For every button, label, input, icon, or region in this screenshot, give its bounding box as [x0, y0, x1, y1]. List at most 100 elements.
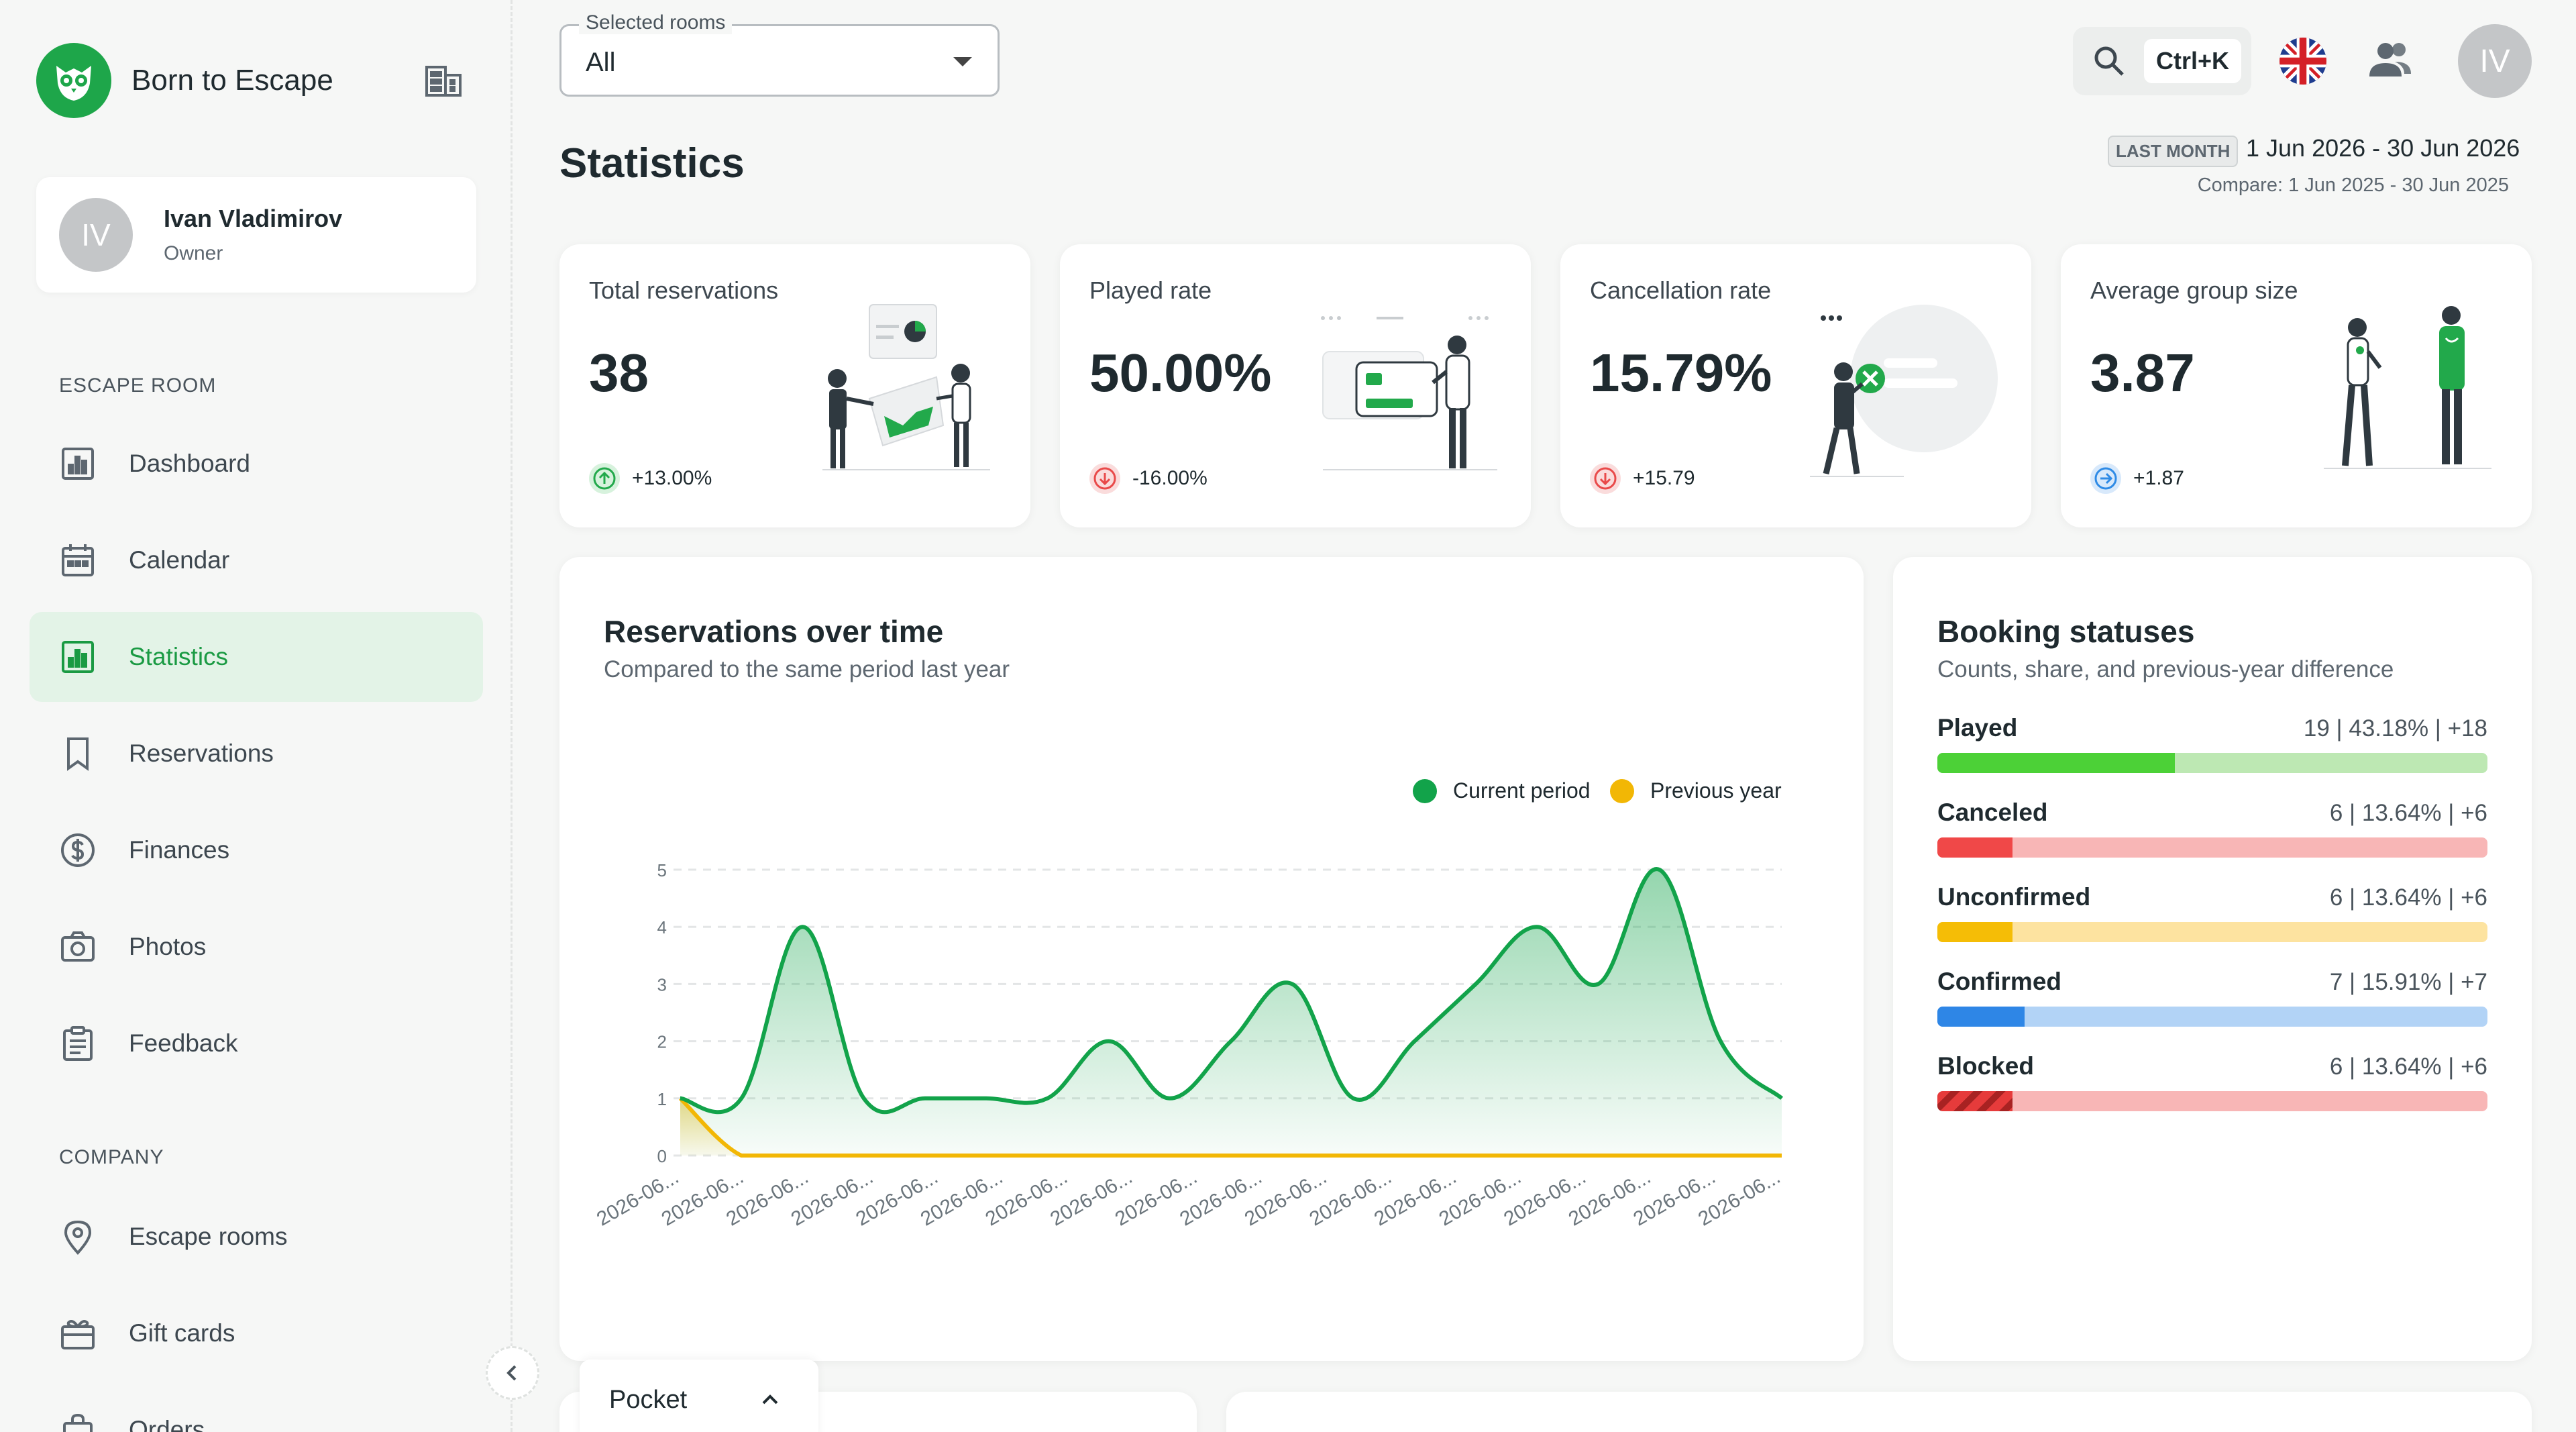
- series-line-1[interactable]: [678, 1096, 1782, 1158]
- chart-subtitle: Compared to the same period last year: [604, 656, 1010, 682]
- kpi-value: 50.00%: [1089, 343, 1272, 403]
- pocket-toggle[interactable]: Pocket: [580, 1360, 818, 1432]
- arrow-right-icon: [2090, 463, 2121, 494]
- cancel-illustration-icon: [1810, 305, 1998, 477]
- dollar-icon: [61, 833, 95, 867]
- kpi-title: Played rate: [1089, 276, 1212, 304]
- status-row-canceled: Canceled 6 | 13.64% | +6: [1937, 799, 2487, 858]
- sidebar-item-label: Gift cards: [129, 1319, 235, 1347]
- sidebar-item-reservations[interactable]: Reservations: [30, 709, 483, 799]
- section-label-company: COMPANY: [59, 1146, 164, 1168]
- calendar-icon: [62, 544, 94, 576]
- sidebar-item-finances[interactable]: Finances: [30, 805, 483, 895]
- legend-item-current[interactable]: Current period: [1413, 778, 1591, 803]
- presentation-illustration-icon: [822, 304, 990, 470]
- kpi-delta-value: +15.79: [1633, 467, 1695, 489]
- room-select[interactable]: Selected rooms All: [559, 11, 1000, 97]
- status-stats: 6 | 13.64% | +6: [2329, 800, 2487, 826]
- sidebar-item-dashboard[interactable]: Dashboard: [30, 419, 483, 509]
- status-stats: 6 | 13.64% | +6: [2329, 884, 2487, 911]
- card-payment-illustration-icon: [1321, 316, 1497, 470]
- pocket-label: Pocket: [609, 1385, 688, 1414]
- search-icon: [2094, 46, 2124, 76]
- kpi-played-rate: Played rate 50.00% -16.00%: [1060, 244, 1531, 527]
- sidebar-item-label: Finances: [129, 836, 230, 864]
- kpi-value: 38: [589, 343, 649, 403]
- sidebar-item-feedback[interactable]: Feedback: [30, 999, 483, 1088]
- legend-swatch: [1413, 778, 1437, 803]
- kpi-delta-value: -16.00%: [1132, 467, 1208, 489]
- uk-flag-icon[interactable]: [2279, 38, 2326, 85]
- series-line-0[interactable]: [680, 867, 1784, 1115]
- room-select-label: Selected rooms: [579, 11, 733, 34]
- dashboard-icon: [62, 448, 94, 480]
- kpi-delta: -16.00%: [1089, 463, 1208, 494]
- sidebar-item-statistics[interactable]: Statistics: [30, 612, 483, 702]
- sidebar-item-label: Orders: [129, 1416, 205, 1432]
- period-badge[interactable]: LAST MONTH: [2108, 136, 2239, 167]
- sidebar-item-label: Reservations: [129, 739, 274, 767]
- sidebar: Born to Escape IV Ivan Vladimirov Owner …: [0, 0, 513, 1432]
- status-bar: [1937, 922, 2487, 942]
- legend-label: Previous year: [1650, 778, 1782, 803]
- sidebar-item-label: Dashboard: [129, 450, 251, 477]
- status-bar-fill: [1937, 1091, 2012, 1111]
- status-stats: 7 | 15.91% | +7: [2329, 969, 2487, 995]
- users-icon[interactable]: [2368, 40, 2412, 81]
- status-bar-fill: [1937, 837, 2012, 858]
- user-role: Owner: [164, 242, 223, 264]
- status-bar-fill: [1937, 753, 2176, 773]
- chevron-up-icon: [762, 1394, 778, 1404]
- kpi-delta-value: +13.00%: [632, 467, 712, 489]
- arrow-up-icon: [589, 463, 620, 494]
- reservations-area-chart: 0123452026-06...2026-06...2026-06...2026…: [593, 860, 1784, 1231]
- period-range[interactable]: 1 Jun 2026 - 30 Jun 2026: [2246, 134, 2520, 162]
- y-tick-label: 3: [657, 974, 667, 994]
- kpi-cancellation-rate: Cancellation rate 15.79% +15.79: [1560, 244, 2031, 527]
- page-title: Statistics: [559, 140, 745, 187]
- y-tick-label: 2: [657, 1032, 667, 1052]
- y-tick-label: 0: [657, 1146, 667, 1166]
- location-icon: [64, 1220, 92, 1255]
- kpi-title: Cancellation rate: [1590, 276, 1772, 304]
- sidebar-item-label: Escape rooms: [129, 1223, 288, 1250]
- status-name: Played: [1937, 714, 2018, 741]
- owl-logo-icon: [36, 43, 111, 118]
- sidebar-item-orders[interactable]: Orders: [30, 1385, 483, 1432]
- status-row-unconfirmed: Unconfirmed 6 | 13.64% | +6: [1937, 883, 2487, 942]
- group-illustration-icon: [2324, 306, 2491, 469]
- sidebar-item-label: Calendar: [129, 546, 230, 574]
- kpi-value: 3.87: [2090, 343, 2195, 403]
- sidebar-item-escape-rooms[interactable]: Escape rooms: [30, 1192, 483, 1282]
- y-tick-label: 4: [657, 917, 667, 937]
- chevron-left-icon: [506, 1365, 517, 1381]
- kpi-delta: +15.79: [1590, 463, 1695, 494]
- arrow-down-icon: [1590, 463, 1621, 494]
- series-area-0: [680, 869, 1782, 1156]
- status-name: Blocked: [1937, 1052, 2034, 1080]
- section-label-escape-room: ESCAPE ROOM: [59, 374, 217, 397]
- bookmark-icon: [67, 737, 89, 771]
- booking-statuses-panel: Booking statuses Counts, share, and prev…: [1893, 557, 2532, 1361]
- bottom-card-right: [1226, 1392, 2532, 1432]
- caret-down-icon: [953, 57, 972, 66]
- sidebar-item-calendar[interactable]: Calendar: [30, 515, 483, 605]
- status-bar: [1937, 1091, 2487, 1111]
- user-card[interactable]: IV Ivan Vladimirov Owner: [36, 177, 476, 293]
- status-bar: [1937, 1007, 2487, 1027]
- brand[interactable]: Born to Escape: [36, 43, 333, 118]
- building-icon[interactable]: [424, 63, 463, 98]
- status-bar-fill: [1937, 922, 2012, 942]
- profile-avatar[interactable]: IV: [2458, 24, 2532, 98]
- camera-icon: [61, 931, 95, 962]
- kpi-average-group-size: Average group size 3.87 +1.87: [2061, 244, 2532, 527]
- status-name: Unconfirmed: [1937, 883, 2091, 911]
- sidebar-item-photos[interactable]: Photos: [30, 902, 483, 992]
- kpi-total-reservations: Total reservations 38 +13.00%: [559, 244, 1030, 527]
- sidebar-item-gift-cards[interactable]: Gift cards: [30, 1288, 483, 1378]
- status-bar: [1937, 837, 2487, 858]
- legend-item-previous[interactable]: Previous year: [1610, 778, 1782, 803]
- search-button[interactable]: Ctrl+K: [2073, 27, 2251, 95]
- kpi-value: 15.79%: [1590, 343, 1772, 403]
- collapse-sidebar-button[interactable]: [486, 1346, 539, 1400]
